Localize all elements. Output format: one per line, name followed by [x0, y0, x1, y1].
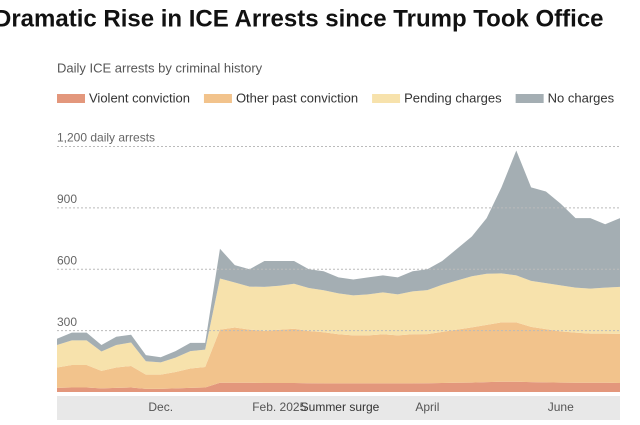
legend-label: Pending charges: [404, 90, 502, 105]
legend-swatch: [372, 94, 401, 103]
area: [57, 322, 620, 389]
area: [57, 381, 620, 392]
x-tick-label: June: [548, 400, 574, 414]
plot-area: [57, 150, 620, 392]
y-tick-label: 900: [57, 192, 77, 206]
legend-label: No charges: [548, 90, 615, 105]
legend-swatch: [57, 94, 85, 103]
x-tick-label: Dec.: [148, 400, 173, 414]
annotation: Summer surge: [301, 400, 380, 414]
y-tick-label: 300: [57, 315, 77, 329]
chart-title: Dramatic Rise in ICE Arrests since Trump…: [0, 5, 604, 32]
legend-label: Violent conviction: [89, 90, 190, 105]
legend-swatch: [515, 94, 544, 103]
y-tick-label: 600: [57, 253, 77, 267]
y-tick-label: 1,200 daily arrests: [57, 131, 155, 145]
area: [57, 150, 620, 363]
x-tick-label: Feb. 2025: [252, 400, 306, 414]
area: [57, 273, 620, 375]
legend-swatch: [203, 94, 232, 103]
x-tick-label: April: [415, 400, 439, 414]
axis-band: [57, 396, 620, 420]
legend-label: Other past conviction: [236, 90, 358, 105]
chart-subtitle: Daily ICE arrests by criminal history: [57, 60, 263, 75]
